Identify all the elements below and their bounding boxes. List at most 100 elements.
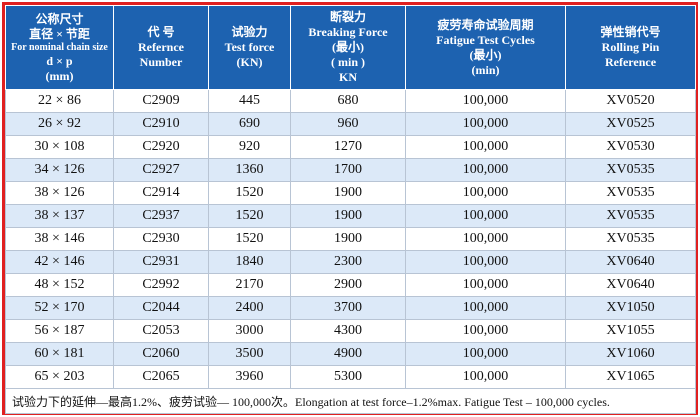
data-cell: XV1055	[565, 319, 696, 343]
header-line: 试验力	[231, 25, 268, 39]
data-cell: 26 × 92	[5, 112, 114, 136]
data-cell: 100,000	[405, 296, 566, 320]
data-cell: 3500	[208, 342, 291, 366]
header-line: (min)	[471, 62, 500, 77]
data-cell: 100,000	[405, 158, 566, 182]
header-line: 弹性销代号	[600, 25, 661, 39]
header-line: ( min )	[331, 55, 365, 69]
header-line: Number	[139, 55, 183, 69]
data-row: 22 × 86 C2909 445 680 100,000 XV0520	[5, 89, 696, 113]
data-cell: 1520	[208, 227, 291, 251]
footer-note: 试验力下的延伸—最高1.2%、疲劳试验— 100,000次。Elongation…	[5, 388, 696, 414]
data-row: 38 × 137 C2937 1520 1900 100,000 XV0535	[5, 204, 696, 228]
header-line: KN	[339, 70, 357, 84]
data-cell: 1900	[290, 181, 406, 205]
data-cell: 48 × 152	[5, 273, 114, 297]
header-line: 公称尺寸	[35, 11, 84, 26]
header-cell: 试验力 Test force (KN)	[208, 5, 291, 90]
data-cell: C2992	[113, 273, 209, 297]
data-cell: 60 × 181	[5, 342, 114, 366]
data-cell: 56 × 187	[5, 319, 114, 343]
table-head: 公称尺寸 直径 × 节距 For nominal chain size d × p (m…	[5, 5, 696, 90]
data-cell: XV1065	[565, 365, 696, 389]
data-cell: 2300	[290, 250, 406, 274]
data-cell: 100,000	[405, 204, 566, 228]
data-cell: 38 × 126	[5, 181, 114, 205]
data-cell: 100,000	[405, 319, 566, 343]
data-row: 60 × 181 C2060 3500 4900 100,000 XV1060	[5, 342, 696, 366]
header-line: 代 号	[147, 25, 175, 39]
data-cell: C2927	[113, 158, 209, 182]
data-cell: 690	[208, 112, 291, 136]
data-cell: 4300	[290, 319, 406, 343]
header-cell: 疲劳寿命试验周期 Fatigue Test Cycles (最小) (min)	[405, 5, 566, 90]
data-cell: XV0525	[565, 112, 696, 136]
data-cell: XV0535	[565, 181, 696, 205]
data-cell: 100,000	[405, 112, 566, 136]
data-cell: XV0520	[565, 89, 696, 113]
data-cell: 3700	[290, 296, 406, 320]
data-cell: 5300	[290, 365, 406, 389]
data-row: 34 × 126 C2927 1360 1700 100,000 XV0535	[5, 158, 696, 182]
header-line: For nominal chain size	[11, 41, 108, 53]
data-cell: 1840	[208, 250, 291, 274]
header-cell: 弹性销代号 Rolling Pin Reference	[565, 5, 696, 90]
header-line: (最小)	[469, 47, 502, 62]
data-cell: 3000	[208, 319, 291, 343]
data-cell: C2044	[113, 296, 209, 320]
header-line: 直径 × 节距	[29, 26, 90, 41]
data-row: 52 × 170 C2044 2400 3700 100,000 XV1050	[5, 296, 696, 320]
data-cell: XV0535	[565, 204, 696, 228]
header-line: Fatigue Test Cycles	[436, 32, 535, 47]
data-cell: 100,000	[405, 181, 566, 205]
data-cell: 1900	[290, 204, 406, 228]
data-cell: 52 × 170	[5, 296, 114, 320]
data-cell: C2920	[113, 135, 209, 159]
data-row: 56 × 187 C2053 3000 4300 100,000 XV1055	[5, 319, 696, 343]
data-cell: 3960	[208, 365, 291, 389]
data-cell: 30 × 108	[5, 135, 114, 159]
data-cell: 1700	[290, 158, 406, 182]
data-cell: C2931	[113, 250, 209, 274]
data-cell: 920	[208, 135, 291, 159]
data-cell: 65 × 203	[5, 365, 114, 389]
data-cell: C2909	[113, 89, 209, 113]
data-cell: 2400	[208, 296, 291, 320]
spec-table: 公称尺寸 直径 × 节距 For nominal chain size d × p (m…	[5, 5, 696, 414]
data-row: 30 × 108 C2920 920 1270 100,000 XV0530	[5, 135, 696, 159]
data-cell: 2900	[290, 273, 406, 297]
header-line: d × p	[46, 53, 73, 68]
data-cell: 2170	[208, 273, 291, 297]
data-cell: 42 × 146	[5, 250, 114, 274]
data-cell: XV0530	[565, 135, 696, 159]
data-cell: 1900	[290, 227, 406, 251]
data-cell: 22 × 86	[5, 89, 114, 113]
data-cell: C2910	[113, 112, 209, 136]
data-cell: 445	[208, 89, 291, 113]
data-cell: 100,000	[405, 342, 566, 366]
data-cell: 100,000	[405, 135, 566, 159]
header-row: 公称尺寸 直径 × 节距 For nominal chain size d × p (m…	[5, 5, 696, 90]
table-foot: 试验力下的延伸—最高1.2%、疲劳试验— 100,000次。Elongation…	[5, 388, 696, 414]
data-row: 48 × 152 C2992 2170 2900 100,000 XV0640	[5, 273, 696, 297]
header-line: (KN)	[236, 55, 263, 69]
data-cell: XV1060	[565, 342, 696, 366]
data-cell: 100,000	[405, 250, 566, 274]
data-row: 38 × 146 C2930 1520 1900 100,000 XV0535	[5, 227, 696, 251]
data-cell: 960	[290, 112, 406, 136]
header-line: (最小)	[332, 40, 364, 54]
header-cell: 公称尺寸 直径 × 节距 For nominal chain size d × p (m…	[5, 5, 114, 90]
data-cell: C2930	[113, 227, 209, 251]
header-line: Breaking Force	[308, 25, 388, 39]
data-cell: XV0640	[565, 273, 696, 297]
data-cell: 100,000	[405, 227, 566, 251]
data-row: 26 × 92 C2910 690 960 100,000 XV0525	[5, 112, 696, 136]
data-cell: XV0535	[565, 227, 696, 251]
table-body: 22 × 86 C2909 445 680 100,000 XV0520 26 × 92 C2…	[5, 89, 696, 389]
data-cell: 1520	[208, 204, 291, 228]
data-cell: XV1050	[565, 296, 696, 320]
header-line: Reference	[604, 55, 657, 69]
data-cell: XV0640	[565, 250, 696, 274]
data-row: 42 × 146 C2931 1840 2300 100,000 XV0640	[5, 250, 696, 274]
